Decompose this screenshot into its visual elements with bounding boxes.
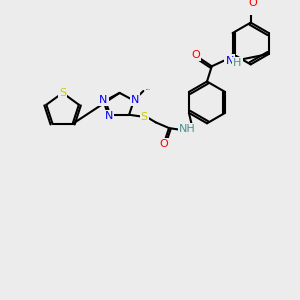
Text: O: O <box>160 139 169 149</box>
Text: N: N <box>105 111 113 121</box>
Text: S: S <box>141 112 148 122</box>
Text: O: O <box>248 0 257 8</box>
Text: methyl: methyl <box>146 89 151 90</box>
Text: O: O <box>191 50 200 60</box>
Text: NH: NH <box>179 124 195 134</box>
Text: N: N <box>130 94 139 105</box>
Text: H: H <box>233 58 242 68</box>
Text: N: N <box>99 94 108 105</box>
Text: N: N <box>226 56 234 66</box>
Text: S: S <box>59 88 66 98</box>
